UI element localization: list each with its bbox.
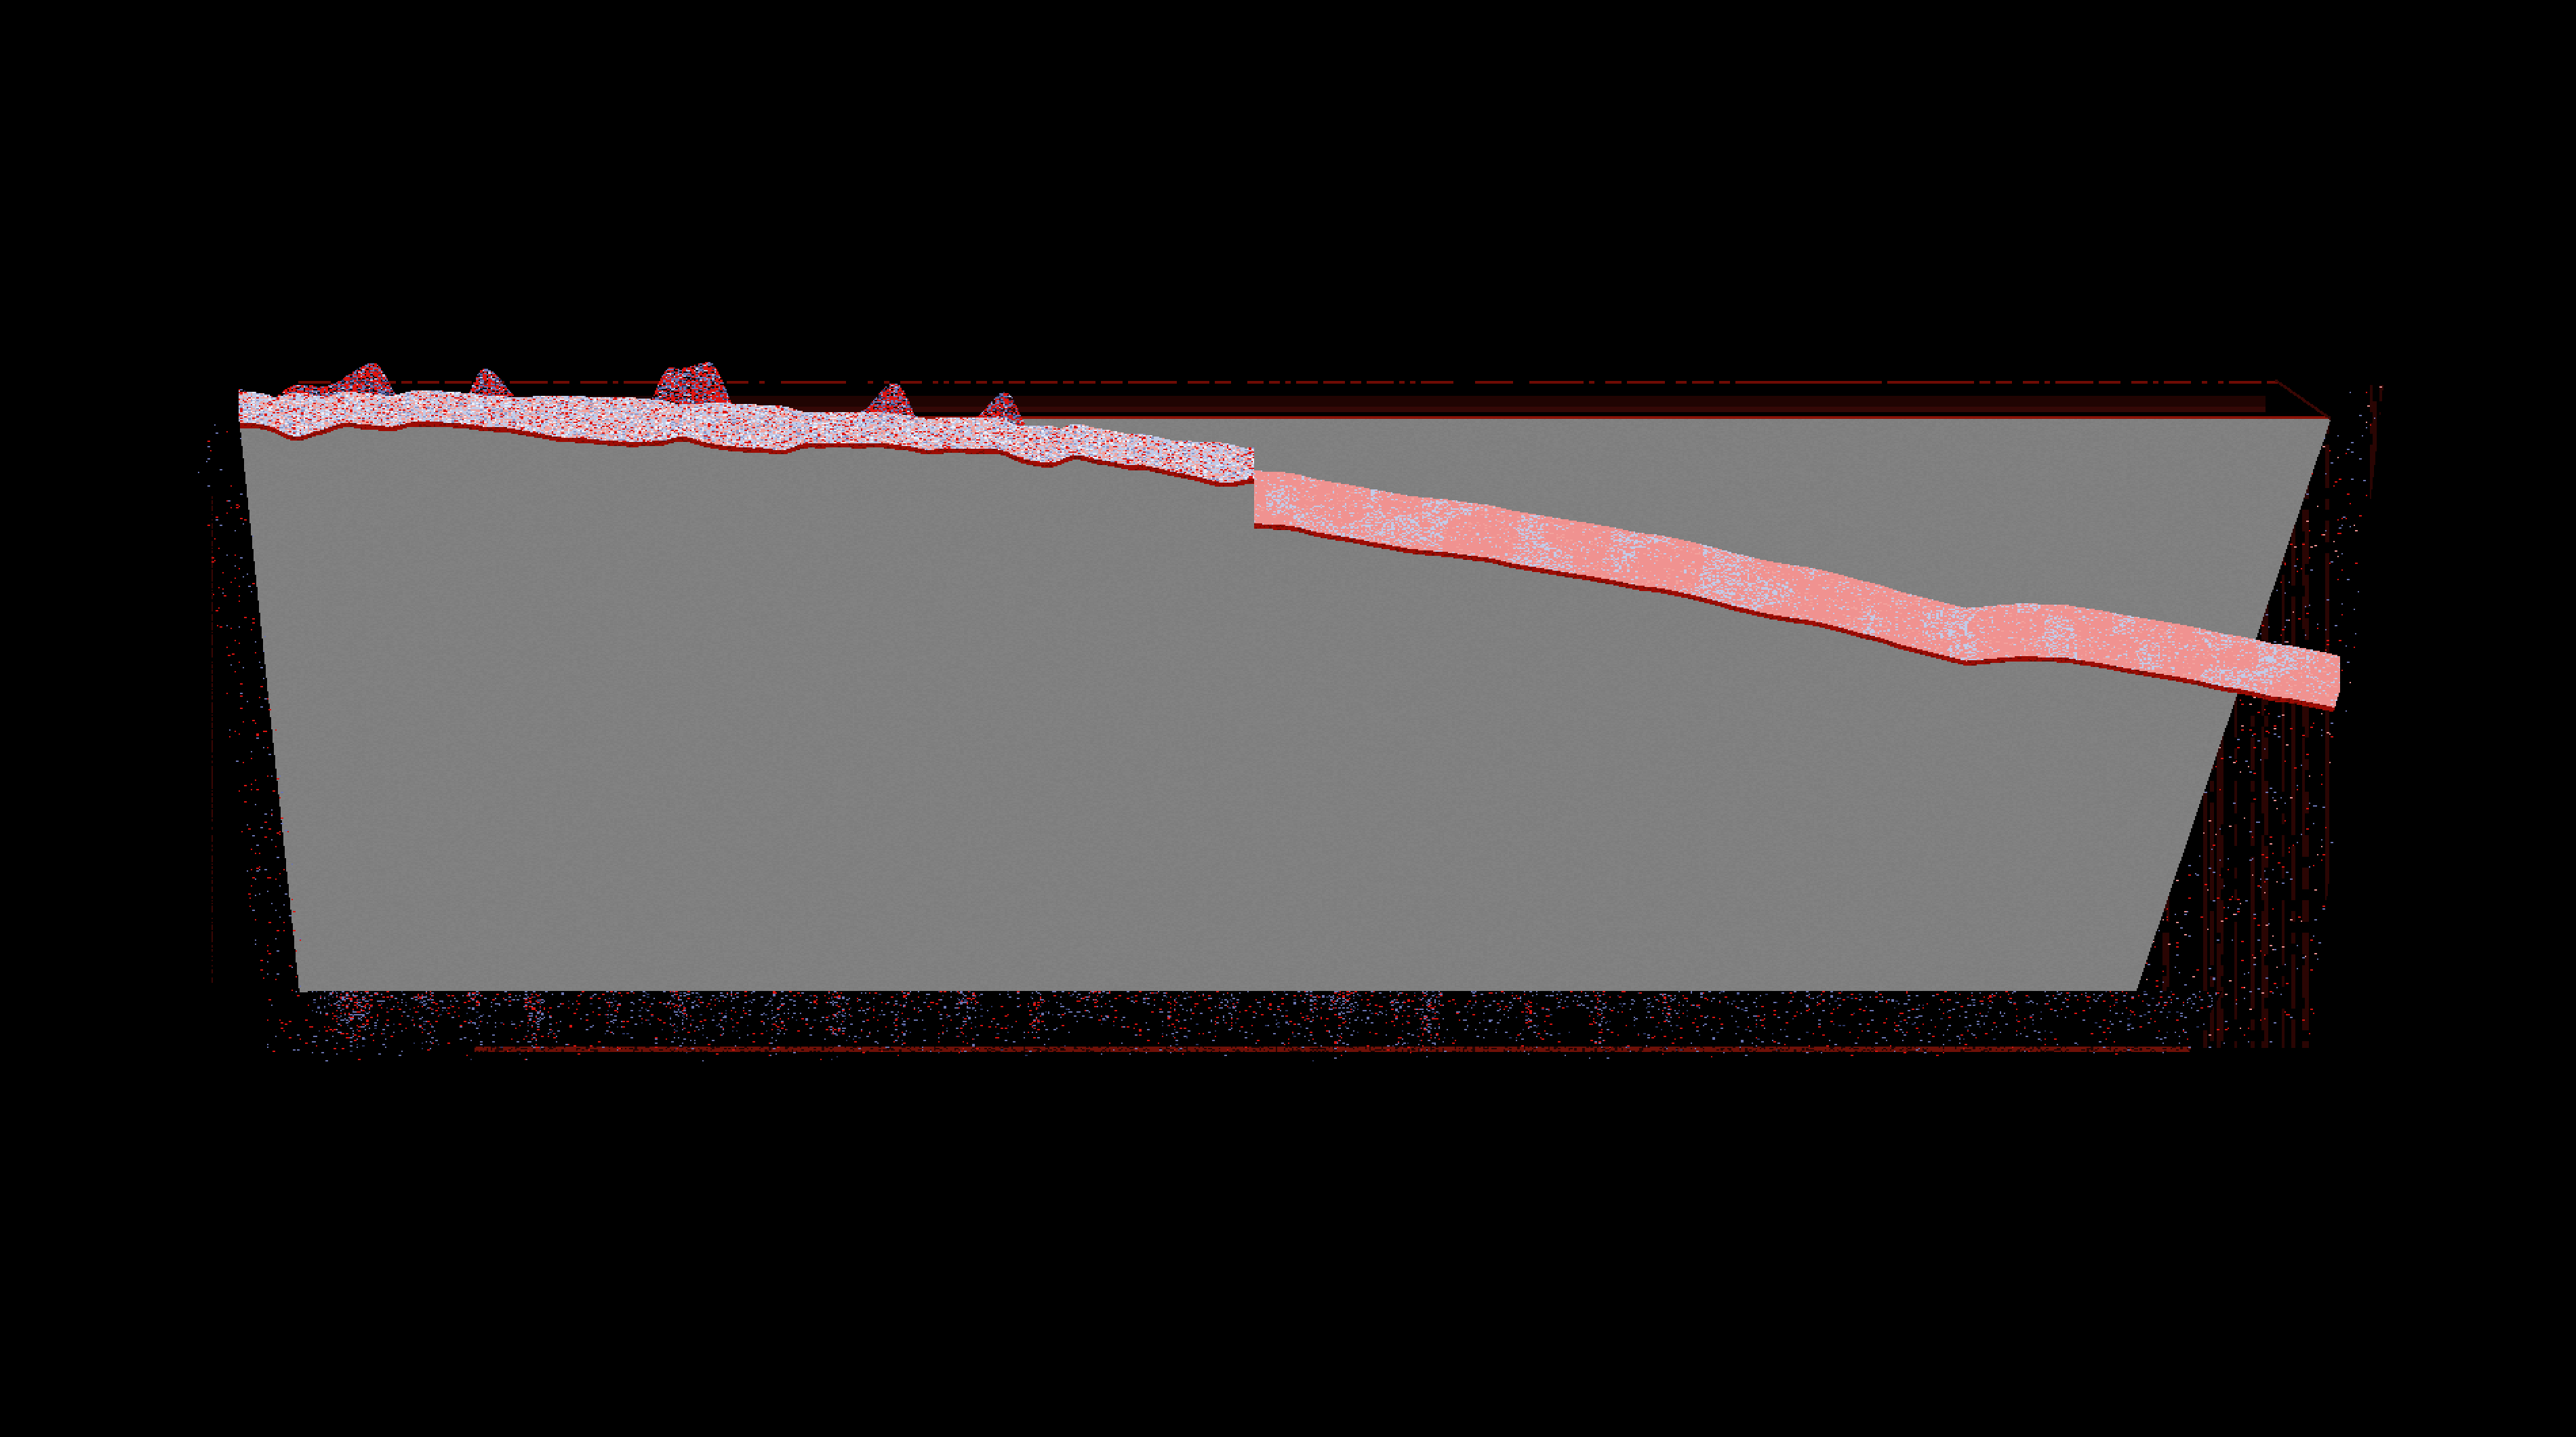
render-viewport bbox=[0, 0, 2576, 1437]
volume-render-canvas bbox=[0, 0, 2576, 1437]
